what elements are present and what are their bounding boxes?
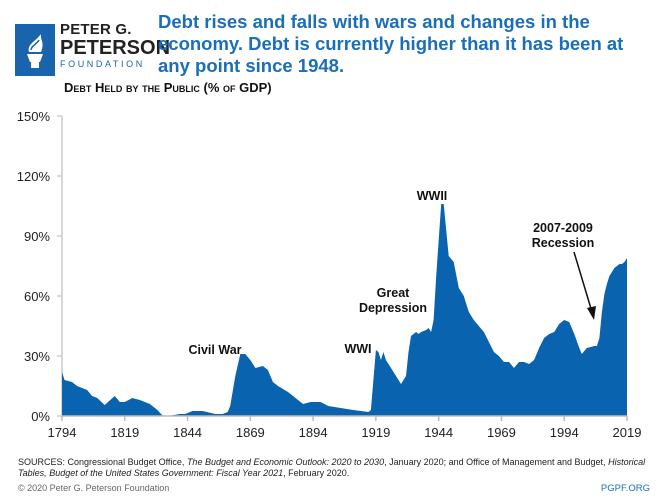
- sources-title: Historical Tables, Budget of the United …: [18, 457, 646, 478]
- logo-line2: PETERSON: [60, 37, 171, 59]
- logo-wordmark: PETER G. PETERSON FOUNDATION: [60, 22, 170, 69]
- x-tick-label: 1794: [48, 425, 77, 440]
- x-tick-label: 1844: [173, 425, 202, 440]
- annotation-label: Civil War: [188, 343, 241, 357]
- annotation-label: Great Depression: [359, 286, 427, 315]
- x-tick-label: 1869: [236, 425, 265, 440]
- logo-torch-icon: [15, 24, 55, 76]
- x-axis: 1794 1819 1844 1869 1894 1919 1944 1969 1994 2019: [48, 415, 642, 440]
- y-tick-label: 120%: [17, 169, 51, 184]
- x-tick-label: 1894: [299, 425, 328, 440]
- sources-text: Congressional Budget Office,: [67, 457, 187, 467]
- annotation-arrow: [573, 251, 593, 313]
- x-tick-label: 1994: [550, 425, 579, 440]
- site-link[interactable]: PGPF.ORG: [600, 483, 650, 494]
- logo-line3: FOUNDATION: [60, 59, 145, 69]
- debt-area: [62, 204, 627, 416]
- debt-area-chart: 0% 30% 60% 90% 120% 150% 1794 1819 1844 1869 1894…: [17, 109, 642, 440]
- sources-label: SOURCES:: [18, 457, 66, 467]
- y-tick-label: 0%: [31, 409, 50, 424]
- headline: Debt rises and falls with wars and chang…: [158, 11, 624, 76]
- annotation-label: 2007-2009 Recession: [532, 221, 595, 250]
- x-tick-label: 1919: [361, 425, 390, 440]
- sources-note: SOURCES: Congressional Budget Office, Th…: [18, 457, 658, 479]
- sources-text: , January 2020; and Office of Management…: [384, 457, 609, 467]
- logo-line1: PETER G.: [60, 21, 132, 38]
- sources-title: The Budget and Economic Outlook: 2020 to…: [186, 457, 385, 467]
- annotation-label: WWII: [417, 189, 448, 203]
- x-tick-label: 1969: [487, 425, 516, 440]
- chart-title: Debt Held by the Public (% of GDP): [64, 80, 272, 95]
- x-tick-label: 1819: [110, 425, 139, 440]
- copyright: © 2020 Peter G. Peterson Foundation: [18, 483, 170, 493]
- y-axis: 0% 30% 60% 90% 120% 150%: [17, 109, 63, 424]
- x-tick-label: 1944: [424, 425, 453, 440]
- x-tick-label: 2019: [613, 425, 642, 440]
- y-tick-label: 30%: [24, 349, 50, 364]
- sources-text: , February 2020.: [283, 468, 350, 478]
- y-tick-label: 90%: [24, 229, 50, 244]
- arrowhead-icon: [587, 306, 596, 320]
- y-tick-label: 60%: [24, 289, 50, 304]
- annotations: Civil War WWI Great Depression WWII 2007-2009…: [188, 189, 596, 357]
- y-tick-label: 150%: [17, 109, 51, 124]
- annotation-label: WWI: [344, 342, 371, 356]
